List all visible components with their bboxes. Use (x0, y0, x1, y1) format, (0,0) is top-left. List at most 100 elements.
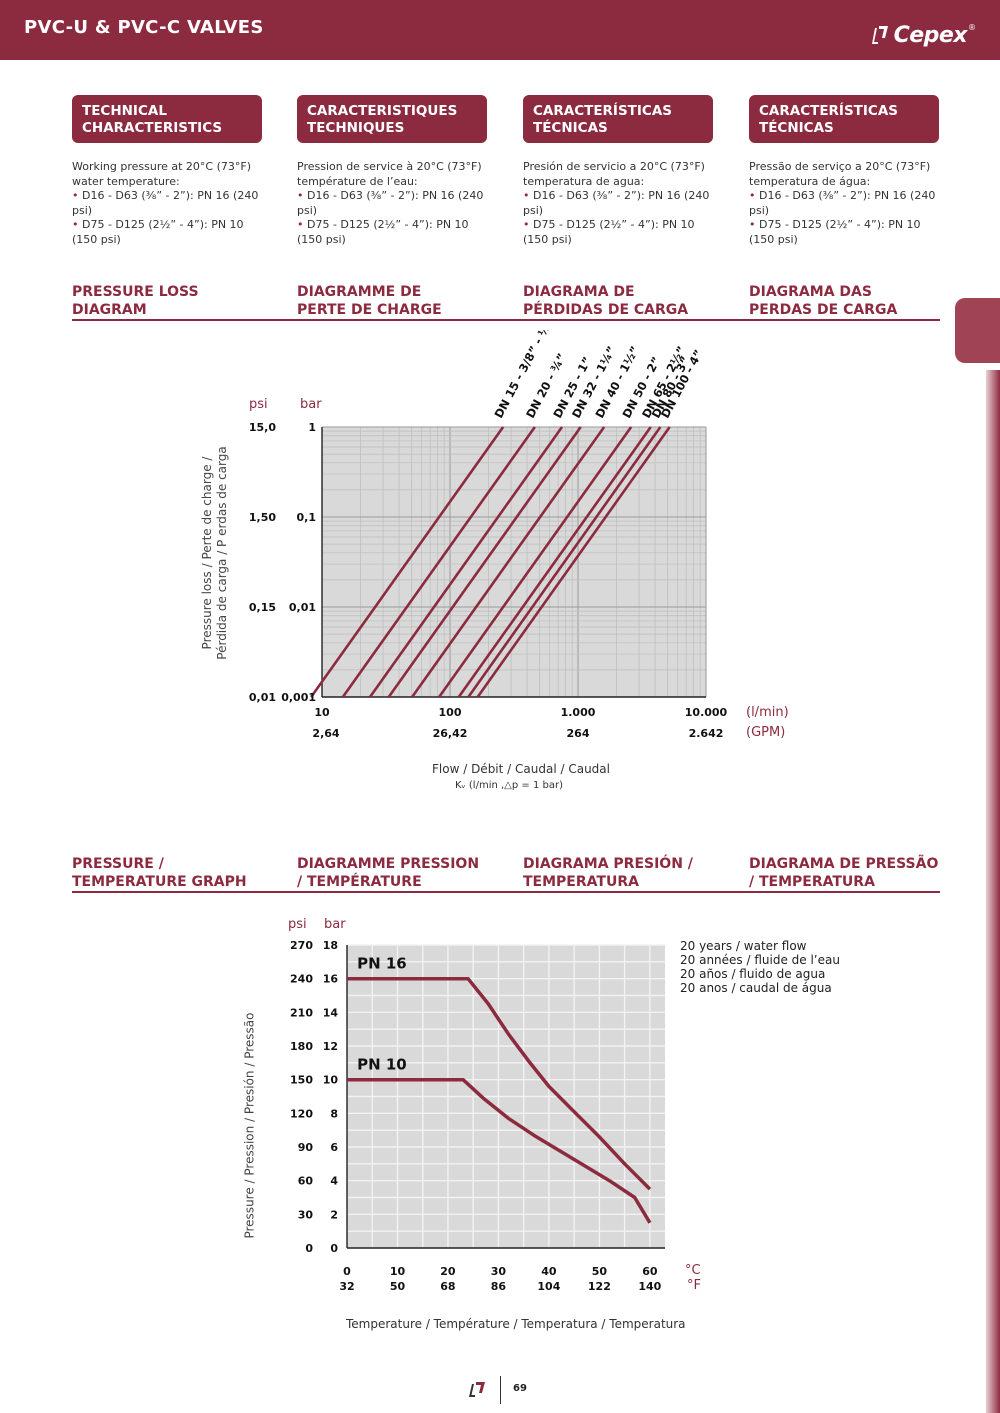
pl-heading-es: DIAGRAMA DE PÉRDIDAS DE CARGA (523, 283, 688, 319)
pl-series-line (457, 426, 652, 698)
bullet-mark: • (297, 218, 304, 231)
tech-bullet-item: • D75 - D125 (2½” - 4”): PN 10 (150 psi) (72, 218, 272, 247)
pt-x-tick-f: 32 (339, 1280, 354, 1293)
tech-heading-fr: CARACTERISTIQUES TECHNIQUES (297, 95, 487, 143)
pt-series-label: PN 16 (357, 955, 407, 973)
pl-heading-line: PERTE DE CHARGE (297, 302, 442, 318)
pl-y-tick-psi: 0,01 (249, 691, 276, 704)
pl-x-tick-gpm: 2.642 (689, 727, 724, 740)
pl-series-line (387, 426, 582, 698)
tech-bullet-item: • D16 - D63 (⅜” - 2”): PN 16 (240 psi) (72, 189, 272, 218)
tech-bullet-text: D75 - D125 (2½” - 4”): PN 10 (150 psi) (749, 218, 921, 246)
brand-name: Cepex (893, 22, 968, 48)
pl-y-tick-bar: 1 (308, 421, 316, 434)
tech-line: Presión de servicio a 20°C (73°F) temper… (523, 160, 705, 188)
brand-reg: ® (968, 22, 976, 32)
pt-y-tick-psi: 240 (290, 973, 313, 986)
pl-x-tick: 10 (314, 706, 330, 719)
pt-x-tick-c: 40 (541, 1265, 557, 1278)
pt-y-tick-bar: 10 (323, 1074, 339, 1087)
pl-x-tick-gpm: 2,64 (312, 727, 339, 740)
tech-bullet-text: D16 - D63 (⅜” - 2”): PN 16 (240 psi) (523, 189, 710, 217)
tech-line: Pressão de serviço a 20°C (73°F) tempera… (749, 160, 931, 188)
pt-note: 20 años / fluido de agua (680, 967, 826, 981)
tech-line: Pression de service à 20°C (73°F) tempér… (297, 160, 482, 188)
pt-xcaption: Temperature / Température / Temperatura … (346, 1317, 686, 1331)
pt-x-tick-f: 68 (440, 1280, 455, 1293)
pt-heading-line: / TEMPERATURA (749, 874, 875, 890)
pl-series-line (341, 426, 536, 698)
pl-series-line (411, 426, 606, 698)
pt-y-tick-psi: 270 (290, 939, 313, 952)
pl-kv-caption: Kᵥ (l/min ,△p = 1 bar) (455, 780, 563, 791)
pt-heading-line: PRESSURE / (72, 856, 164, 872)
pt-x-tick-f: 50 (390, 1280, 406, 1293)
pt-x-tick-c: 60 (642, 1265, 658, 1278)
side-tab (955, 298, 1000, 363)
pl-x-tick: 10.000 (685, 706, 728, 719)
tech-bullet-text: D16 - D63 (⅜” - 2”): PN 16 (240 psi) (72, 189, 259, 217)
tech-bullet-item: • D75 - D125 (2½” - 4”): PN 10 (150 psi) (749, 218, 949, 247)
tech-text-pt: Pressão de serviço a 20°C (73°F) tempera… (749, 160, 949, 247)
pt-x-tick-f: 86 (491, 1280, 507, 1293)
side-strip (986, 370, 1000, 1413)
pt-heading-en: PRESSURE / TEMPERATURE GRAPH (72, 855, 247, 891)
tech-bullet-item: • D75 - D125 (2½” - 4”): PN 10 (150 psi) (523, 218, 723, 247)
pl-heading-line: PÉRDIDAS DE CARGA (523, 302, 689, 318)
pl-unit-gpm: (GPM) (746, 725, 786, 740)
bullet-mark: • (749, 189, 756, 202)
pl-heading-line: DIAGRAMA DE (523, 284, 635, 300)
brand-logo: Cepex ® (870, 18, 976, 52)
bullet-mark: • (72, 189, 79, 202)
pt-x-tick-c: 50 (592, 1265, 608, 1278)
pt-rule (72, 891, 940, 893)
footer-separator (500, 1376, 501, 1404)
pt-x-tick-c: 0 (343, 1265, 351, 1278)
tech-heading-es: CARACTERÍSTICAS TÉCNICAS (523, 95, 713, 143)
pt-x-tick-c: 10 (390, 1265, 406, 1278)
tech-bullet-item: • D16 - D63 (⅜” - 2”): PN 16 (240 psi) (523, 189, 723, 218)
pl-y-tick-psi: 15,0 (249, 421, 276, 434)
pressure-loss-chart: DN 15 - 3/8” - ½”DN 20 - ¾”DN 25 - 1”DN … (249, 330, 728, 740)
pl-unit-psi: psi (249, 397, 268, 412)
tech-bullet-text: D16 - D63 (⅜” - 2”): PN 16 (240 psi) (749, 189, 936, 217)
pt-y-tick-bar: 0 (330, 1242, 338, 1255)
pl-series-line (467, 426, 662, 698)
pt-y-tick-psi: 30 (298, 1208, 314, 1221)
tech-heading-pt: CARACTERÍSTICAS TÉCNICAS (749, 95, 939, 143)
pt-y-tick-bar: 18 (323, 939, 338, 952)
pt-heading-line: / TEMPÉRATURE (297, 874, 422, 890)
pt-y-tick-psi: 180 (290, 1040, 313, 1053)
pt-unit-c: °C (685, 1263, 701, 1278)
tech-text-es: Presión de servicio a 20°C (73°F) temper… (523, 160, 723, 247)
pl-x-tick: 1.000 (561, 706, 596, 719)
pt-y-tick-bar: 4 (330, 1175, 338, 1188)
pl-heading-line: PERDAS DE CARGA (749, 302, 898, 318)
pt-heading-line: DIAGRAMME PRESSION (297, 856, 480, 872)
bullet-mark: • (749, 218, 756, 231)
pl-heading-en: PRESSURE LOSS DIAGRAM (72, 283, 199, 319)
pt-heading-line: DIAGRAMA PRESIÓN / (523, 856, 693, 872)
bullet-mark: • (297, 189, 304, 202)
pt-y-tick-psi: 90 (298, 1141, 314, 1154)
pl-heading-line: DIAGRAMME DE (297, 284, 422, 300)
pt-heading-es: DIAGRAMA PRESIÓN / TEMPERATURA (523, 855, 693, 891)
pt-y-tick-bar: 12 (323, 1040, 338, 1053)
pt-series-label: PN 10 (357, 1056, 407, 1074)
tech-bullet-item: • D16 - D63 (⅜” - 2”): PN 16 (240 psi) (749, 189, 949, 218)
pl-unit-lmin: (l/min) (746, 705, 789, 720)
bullet-mark: • (523, 189, 530, 202)
bullet-mark: • (523, 218, 530, 231)
pt-x-tick-c: 30 (491, 1265, 507, 1278)
tech-line: Working pressure at 20°C (73°F) water te… (72, 160, 252, 188)
tech-bullet-text: D75 - D125 (2½” - 4”): PN 10 (150 psi) (297, 218, 469, 246)
tech-text-en: Working pressure at 20°C (73°F) water te… (72, 160, 272, 247)
tech-text-fr: Pression de service à 20°C (73°F) tempér… (297, 160, 497, 247)
pt-y-tick-psi: 0 (305, 1242, 313, 1255)
pl-series-line (310, 426, 505, 698)
page-title: PVC-U & PVC-C VALVES (24, 17, 264, 38)
pl-heading-pt: DIAGRAMA DAS PERDAS DE CARGA (749, 283, 897, 319)
pl-heading-line: DIAGRAM (72, 302, 147, 318)
pt-unit-bar: bar (324, 917, 346, 932)
